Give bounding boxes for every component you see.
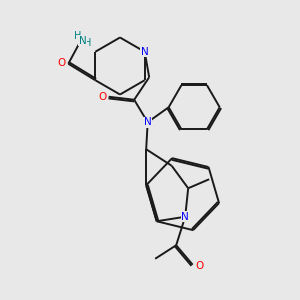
Text: N: N bbox=[181, 212, 189, 222]
Text: N: N bbox=[144, 117, 152, 127]
Text: N: N bbox=[141, 47, 148, 57]
Text: H: H bbox=[84, 38, 92, 48]
Text: O: O bbox=[195, 261, 203, 271]
Text: O: O bbox=[58, 58, 66, 68]
Text: O: O bbox=[98, 92, 106, 102]
Text: H: H bbox=[74, 31, 81, 41]
Text: N: N bbox=[79, 36, 86, 46]
